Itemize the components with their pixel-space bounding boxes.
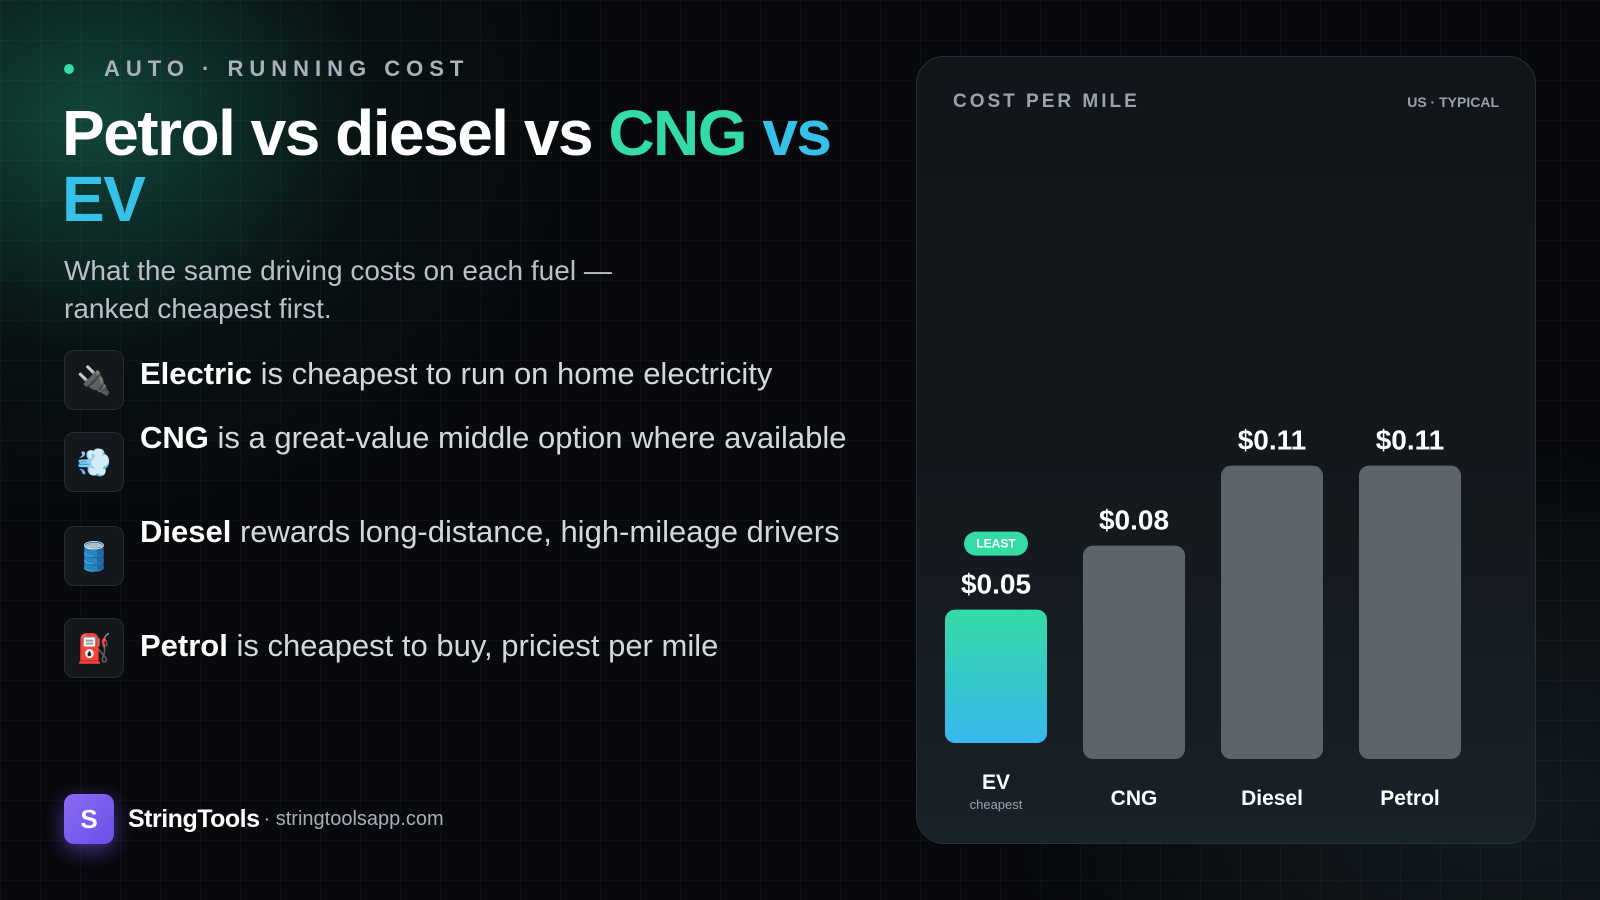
bullet-text: is cheapest to buy, priciest per mile (227, 628, 719, 663)
bar-ev (945, 609, 1047, 743)
subtitle: What the same driving costs on each fuel… (64, 255, 612, 324)
fuel-pump-icon: ⛽ (64, 618, 124, 678)
plug-icon: 🔌 (64, 350, 124, 410)
chart-title: COST PER MILE (953, 91, 1140, 112)
chart-region: US · TYPICAL (1407, 94, 1499, 110)
value-label-diesel: $0.11 (1238, 425, 1307, 456)
title-part-vs: vs (746, 97, 832, 169)
kicker: AUTO · RUNNING COST (64, 56, 469, 82)
bullet-strong: Petrol (140, 628, 228, 663)
bar-chart: $0.05 LEAST EV cheapest $0.08 CNG $0.11 Diesel $… (945, 425, 1461, 812)
kicker-text: AUTO · RUNNING COST (104, 56, 470, 81)
gas-cloud-icon: 💨 (64, 432, 124, 492)
brand-name: StringTools (128, 804, 260, 833)
title-part-cng: CNG (608, 97, 747, 169)
least-badge (964, 531, 1028, 556)
category-sublabel-ev: cheapest (970, 797, 1023, 812)
bullet-text: is cheapest to run on home electricity (252, 356, 773, 391)
chart-panel: COST PER MILE US · TYPICAL $0.05 LEAST EV c… (916, 56, 1536, 844)
title-part-ev: EV (62, 163, 146, 235)
bullet-text: rewards long-distance, high-mileage driv… (231, 514, 840, 549)
category-label-petrol: Petrol (1380, 787, 1440, 810)
bullet-cng: 💨 CNG is a great-value middle option whe… (64, 420, 860, 492)
bar-petrol (1359, 465, 1461, 759)
bullet-text: is a great-value middle option where ava… (208, 420, 847, 455)
oil-drum-icon: 🛢️ (64, 526, 124, 586)
value-label-petrol: $0.11 (1376, 425, 1445, 456)
bullet-diesel: 🛢️ Diesel rewards long-distance, high-mi… (64, 514, 860, 586)
brand: S StringTools · stringtoolsapp.com (64, 794, 444, 844)
brand-url[interactable]: · stringtoolsapp.com (263, 807, 444, 830)
category-label-diesel: Diesel (1241, 787, 1303, 810)
category-label-ev: EV (982, 771, 1010, 794)
brand-logo-icon: S (64, 794, 114, 844)
value-label-cng: $0.08 (1099, 505, 1169, 536)
bullet-petrol: ⛽ Petrol is cheapest to buy, priciest pe… (64, 618, 860, 678)
page-title: Petrol vs diesel vs CNG vs EV (62, 100, 882, 232)
category-label-cng: CNG (1111, 787, 1158, 810)
bullet-strong: Diesel (140, 514, 232, 549)
kicker-dot-icon (64, 64, 74, 74)
title-part-1: Petrol vs diesel vs (62, 97, 609, 169)
bullet-electric: 🔌 Electric is cheapest to run on home el… (64, 350, 860, 410)
bullet-strong: CNG (140, 420, 209, 455)
bullet-strong: Electric (140, 356, 253, 391)
bar-cng (1083, 545, 1185, 759)
value-label-ev: $0.05 (961, 569, 1031, 600)
bar-diesel (1221, 465, 1323, 759)
least-badge-label: LEAST (976, 537, 1016, 551)
